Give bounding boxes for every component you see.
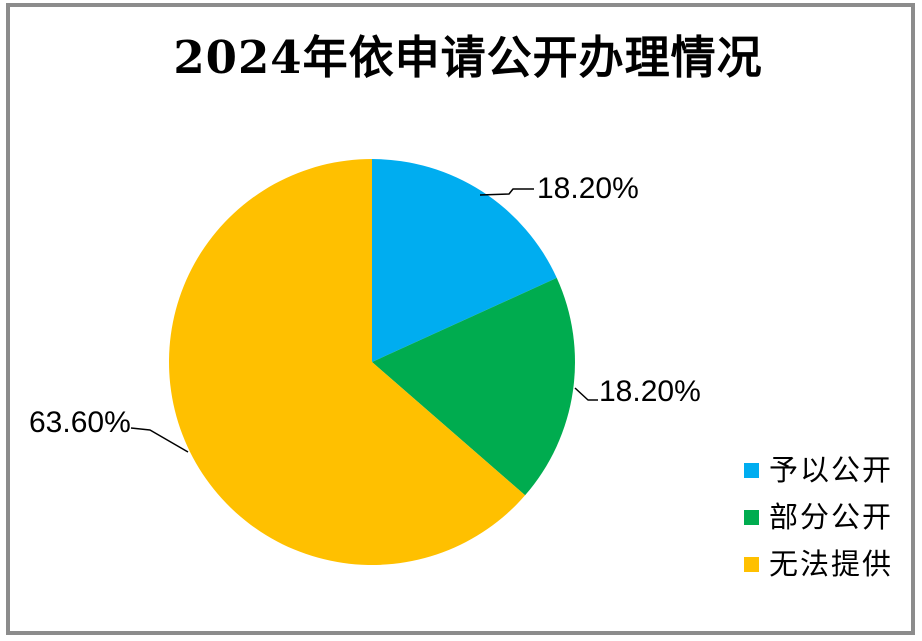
pie-slice-0 <box>372 159 557 362</box>
data-label-slice-1: 18.20% <box>599 375 701 408</box>
legend-marker-0 <box>744 463 759 478</box>
chart-title: 2024年依申请公开办理情况 <box>173 31 763 84</box>
pie-slice-2 <box>168 159 526 565</box>
leader-line-slice-2 <box>130 427 189 453</box>
legend-item-1: 部分公开 <box>744 502 893 533</box>
pie-slices <box>168 159 575 565</box>
legend-marker-1 <box>744 510 759 525</box>
legend-label-0: 予以公开 <box>769 453 894 487</box>
pie-slice-1 <box>372 277 575 496</box>
legend-item-0: 予以公开 <box>744 455 893 486</box>
legend-label-1: 部分公开 <box>769 500 894 534</box>
legend: 予以公开 部分公开 无法提供 <box>744 455 893 596</box>
chart-frame-border <box>6 3 915 635</box>
leader-line-slice-1 <box>574 387 598 401</box>
legend-label-2: 无法提供 <box>769 547 894 581</box>
data-label-slice-0: 18.20% <box>537 172 639 205</box>
leader-line-slice-0 <box>479 188 534 196</box>
legend-item-2: 无法提供 <box>744 549 893 580</box>
legend-marker-2 <box>744 557 759 572</box>
data-label-slice-2: 63.60% <box>29 406 131 439</box>
